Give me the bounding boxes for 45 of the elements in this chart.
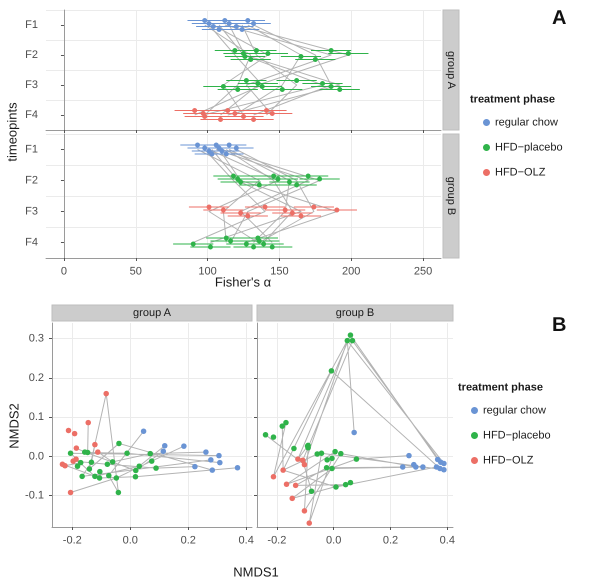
y-tick-label: F1 [25,19,38,31]
y-tick-label: 0.1 [28,411,44,424]
x-tick-label: 0.2 [180,534,196,546]
legend-label: HFD−placebo [483,430,551,442]
x-tick-label: 100 [198,266,217,278]
y-tick-label: F2 [25,49,38,61]
y-tick-label: F1 [25,144,38,156]
chart-title: group B [336,307,374,319]
text: group B [445,176,457,216]
text: A [552,7,566,29]
x-tick-label: 0.2 [382,534,398,546]
x-axis-title: NMDS1 [233,564,279,580]
chart-title: group A [133,307,172,319]
y-tick-label: 0.2 [28,372,44,384]
legend-label: regular chow [495,116,558,128]
y-tick-label: 0.3 [28,332,44,345]
x-tick-label: 0.4 [238,534,254,546]
legend-label: regular chow [483,404,546,416]
x-tick-label: 50 [130,266,142,278]
y-tick-label: F2 [25,174,38,186]
x-tick-label: 0.0 [326,534,342,546]
y-tick-label: F3 [25,206,38,218]
y-tick-label: 0.0 [28,450,44,462]
legend-title: treatment phase [470,94,555,106]
x-tick-label: -0.2 [267,534,286,546]
legend-label: HFD−OLZ [483,454,534,466]
legend-label: HFD−OLZ [495,166,546,178]
x-tick-label: 0.4 [440,534,455,546]
y-tick-label: F3 [25,79,38,91]
x-tick-label: 0.0 [122,534,138,546]
text: B [552,314,566,336]
y-tick-label: F4 [25,236,38,248]
x-tick-label: 150 [270,266,289,278]
x-tick-label: -0.2 [62,534,82,546]
legend-title: treatment phase [458,382,543,394]
x-axis-title: Fisher's α [214,274,272,290]
text: group A [445,51,457,90]
legend-label: HFD−placebo [495,142,563,154]
x-tick-label: 250 [414,266,432,278]
y-axis-title: timeopints [4,102,20,162]
x-tick-label: 0 [60,266,68,278]
y-tick-label: -0.1 [25,490,44,502]
x-tick-label: 200 [342,266,360,278]
y-axis-title: NMDS2 [6,403,22,449]
y-tick-label: F4 [25,109,38,121]
